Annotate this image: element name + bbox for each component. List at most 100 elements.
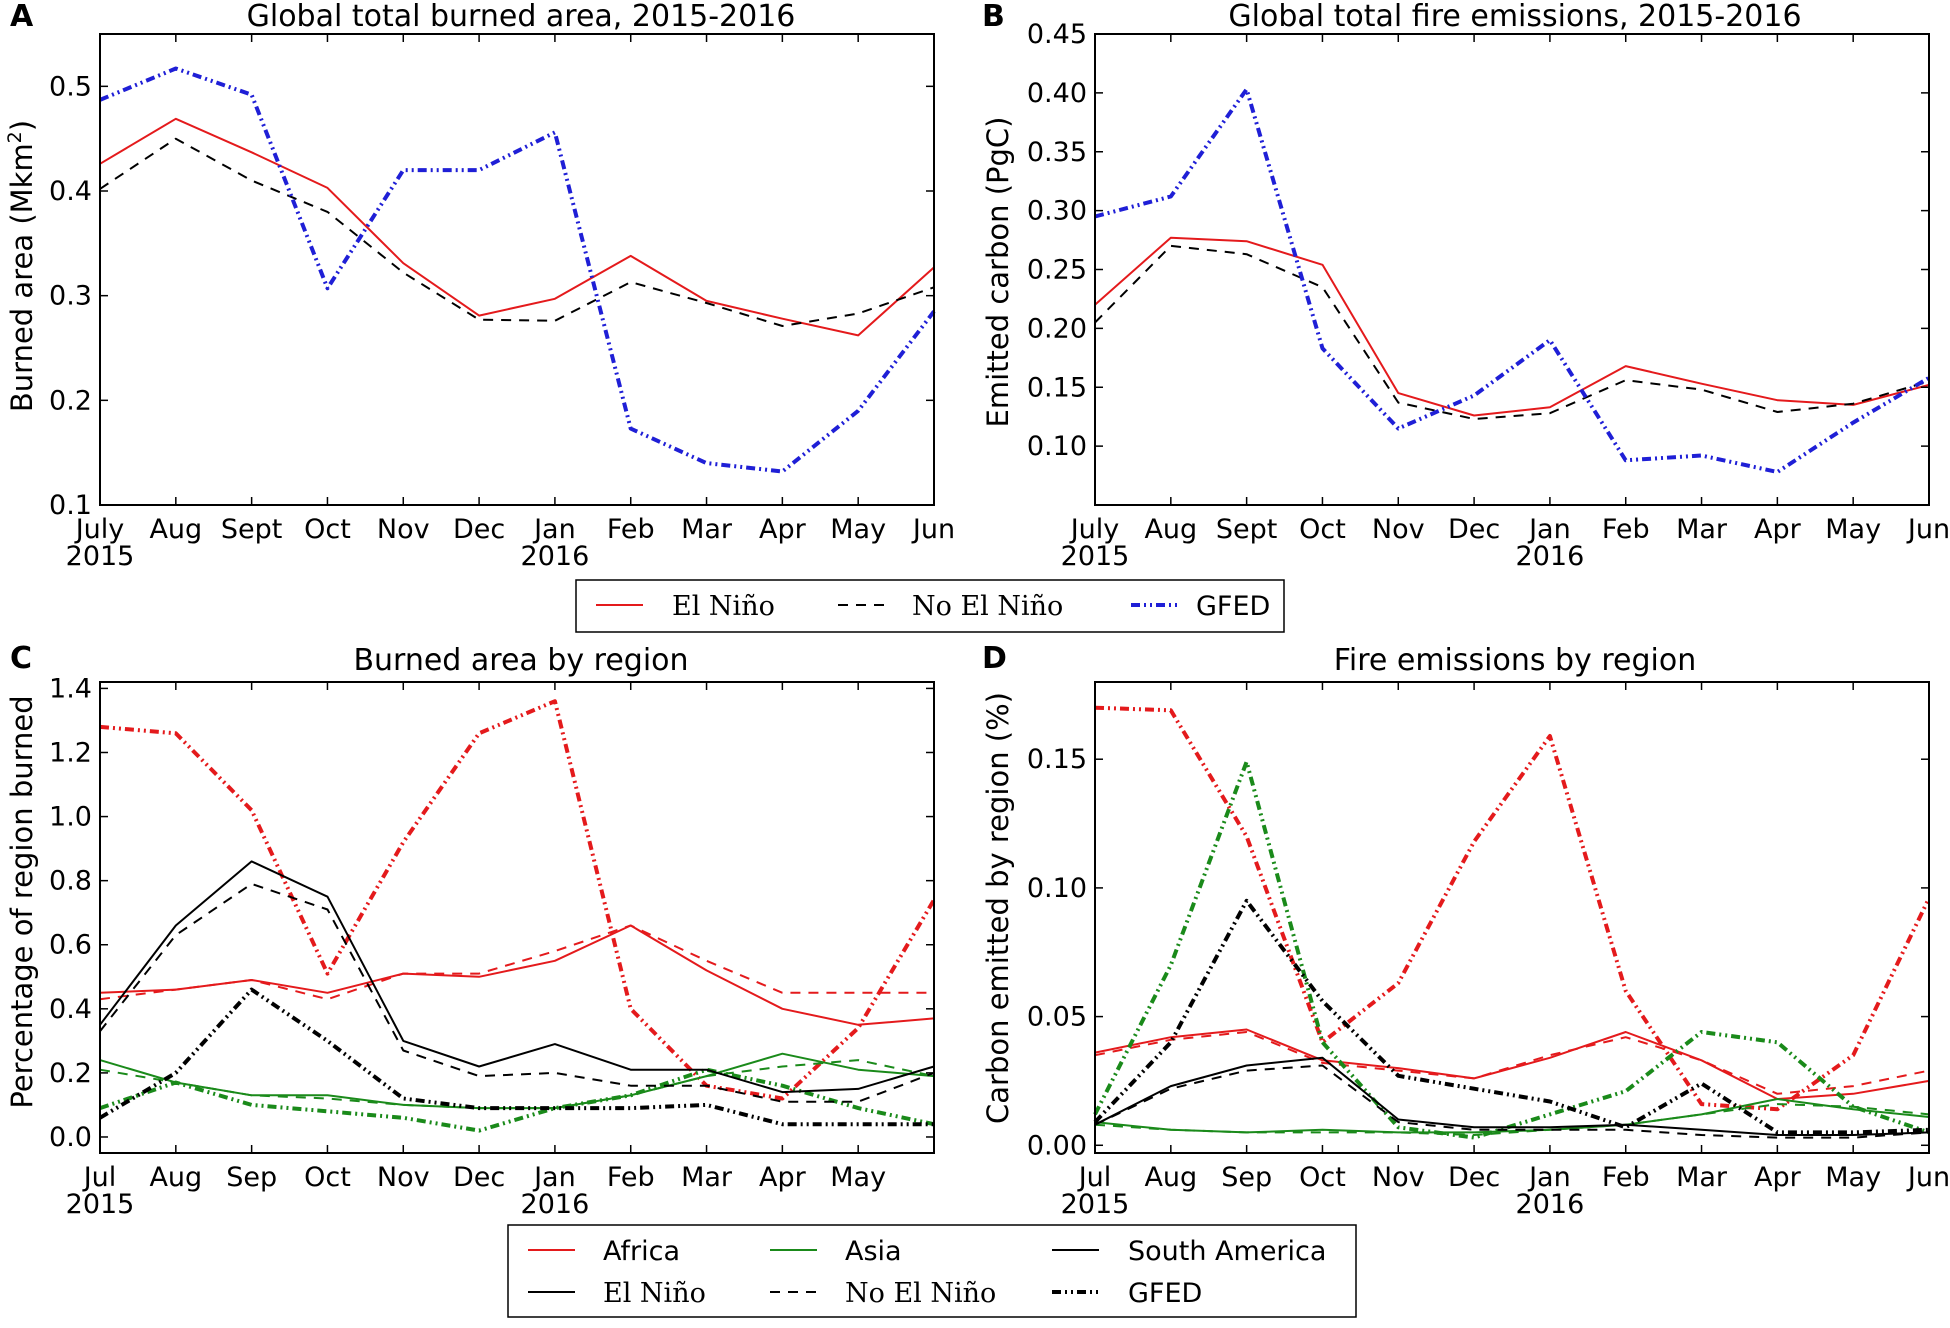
panel-b-title: Global total fire emissions, 2015-2016 xyxy=(1228,0,1801,34)
panel-letter-a: A xyxy=(10,0,34,34)
panel-a-title: Global total burned area, 2015-2016 xyxy=(247,0,796,34)
panel-a-xtick-label: Aug xyxy=(149,514,202,545)
panel-a-xtick-label: Sept xyxy=(221,514,282,545)
legend-south-america-label: South America xyxy=(1128,1236,1326,1267)
panel-d-xtick-label: Sep xyxy=(1221,1162,1272,1193)
panel-c-ytick-label: 0.8 xyxy=(49,866,92,897)
panel-a-xtick-label: Apr xyxy=(759,514,807,545)
panel-a-ytick-label: 0.5 xyxy=(49,71,92,102)
top-legend: El Niño No El Niño GFED xyxy=(575,579,1285,633)
panel-a-xtick-label: Dec xyxy=(453,514,505,545)
panel-c-xtick-label: May xyxy=(830,1162,886,1193)
panel-a-ytick-label: 0.4 xyxy=(49,176,92,207)
panel-b-xtick-label: Nov xyxy=(1372,514,1425,545)
panel-d-xtick-label: Nov xyxy=(1372,1162,1425,1193)
top-legend-box xyxy=(575,579,1285,633)
legend-gfed-label: GFED xyxy=(1196,591,1270,622)
panel-c-series-africa-no-el-nino xyxy=(99,924,934,1001)
panel-d-series-south-america-el-nino xyxy=(1094,1056,1930,1136)
panel-b-ytick-label: 0.45 xyxy=(1027,19,1087,50)
panel-d-xtick-label: Dec xyxy=(1448,1162,1500,1193)
panel-b-series-el-nino xyxy=(1094,236,1930,417)
panel-c-xtick-label: Mar xyxy=(681,1162,733,1193)
panel-b-xtick-label: May xyxy=(1825,514,1881,545)
panel-a-series-no-el-nino xyxy=(99,137,935,327)
panel-a-chart: Global total burned area, 2015-2016 Burn… xyxy=(4,0,955,572)
panel-c-series-africa-gfed xyxy=(99,699,936,1101)
panel-b-series-no-el-nino xyxy=(1094,244,1930,420)
panel-letter-d: D xyxy=(982,641,1007,676)
panel-d-series-africa-gfed xyxy=(1094,705,1931,1112)
panel-d-chart: Fire emissions by region Carbon emitted … xyxy=(981,643,1950,1220)
panel-b-ytick-label: 0.30 xyxy=(1027,196,1087,227)
panel-d-series-asia-no-el-nino xyxy=(1094,1103,1930,1136)
bottom-legend: Africa Asia South America El Niño No El … xyxy=(507,1224,1357,1318)
panel-d-xtick-label: Jan 2016 xyxy=(1516,1162,1585,1220)
panel-c-xtick-label: Oct xyxy=(304,1162,351,1193)
panel-b-xtick-label: Oct xyxy=(1299,514,1346,545)
panel-c-ytick-label: 0.6 xyxy=(49,930,92,961)
panel-d-ytick-label: 0.10 xyxy=(1027,873,1087,904)
panel-d-frame xyxy=(1094,681,1930,1154)
legend-gfed-style-label: GFED xyxy=(1128,1278,1202,1309)
panel-c-ytick-label: 0.0 xyxy=(49,1122,92,1153)
panel-d-ytick-label: 0.00 xyxy=(1027,1130,1087,1161)
panel-a-xtick-label: Oct xyxy=(304,514,351,545)
panel-d-xtick-label: Apr xyxy=(1754,1162,1802,1193)
panel-d-xtick-label: May xyxy=(1825,1162,1881,1193)
legend-el-nino-label: El Niño xyxy=(672,591,775,622)
panel-c-xtick-label: Feb xyxy=(607,1162,655,1193)
panel-a-xtick-label: July 2015 xyxy=(66,514,135,572)
panel-d-xtick-label: Mar xyxy=(1676,1162,1728,1193)
panel-b-ytick-label: 0.40 xyxy=(1027,78,1087,109)
panel-d-xtick-label: Aug xyxy=(1144,1162,1197,1193)
panel-b-xtick-label: Aug xyxy=(1144,514,1197,545)
panel-b-ytick-label: 0.25 xyxy=(1027,255,1087,286)
panel-a-xtick-label: Nov xyxy=(377,514,430,545)
panel-c-chart: Burned area by region Percentage of regi… xyxy=(5,643,936,1220)
panel-c-xtick-label: Nov xyxy=(377,1162,430,1193)
panel-b-ytick-label: 0.15 xyxy=(1027,372,1087,403)
panel-a-ytick-label: 0.2 xyxy=(49,385,92,416)
panel-c-series-south-america-gfed xyxy=(98,987,934,1127)
panel-letter-b: B xyxy=(982,0,1005,34)
panel-b-xtick-label: Sept xyxy=(1216,514,1277,545)
panel-c-xtick-label: Aug xyxy=(149,1162,202,1193)
panel-d-xtick-label: Jul 2015 xyxy=(1061,1162,1130,1220)
panel-c-ylabel: Percentage of region burned xyxy=(5,695,39,1108)
panel-c-ytick-label: 0.2 xyxy=(49,1058,92,1089)
panel-b-ytick-label: 0.20 xyxy=(1027,313,1087,344)
panel-c-title: Burned area by region xyxy=(353,643,688,678)
panel-c-series-south-america-no-el-nino xyxy=(99,882,935,1103)
panel-c-ytick-label: 1.4 xyxy=(49,673,92,704)
panel-b-xtick-label: July 2015 xyxy=(1061,514,1130,572)
panel-a-series-gfed xyxy=(99,66,936,474)
panel-a-xtick-label: Jan 2016 xyxy=(521,514,590,572)
legend-africa-label: Africa xyxy=(603,1236,680,1267)
panel-a-ytick-label: 0.3 xyxy=(49,281,92,312)
panel-d-series-asia-el-nino xyxy=(1094,1098,1930,1134)
panel-d-xtick-label: Feb xyxy=(1602,1162,1650,1193)
panel-d-series-asia-gfed xyxy=(1093,759,1930,1140)
panel-a-ytick-label: 0.1 xyxy=(49,490,92,521)
panel-a-xtick-label: Jun xyxy=(911,514,955,545)
panel-b-xtick-label: Dec xyxy=(1448,514,1500,545)
panel-c-ytick-label: 1.0 xyxy=(49,802,92,833)
panel-c-series-africa-el-nino xyxy=(99,924,935,1026)
panel-a-frame xyxy=(99,33,935,506)
panel-b-ylabel: Emitted carbon (PgC) xyxy=(981,117,1015,428)
bottom-legend-box xyxy=(507,1224,1357,1318)
panel-a-xtick-label: May xyxy=(830,514,886,545)
panel-d-title: Fire emissions by region xyxy=(1334,643,1696,678)
panel-b-ytick-label: 0.35 xyxy=(1027,137,1087,168)
panel-d-ylabel: Carbon emitted by region (%) xyxy=(981,692,1015,1124)
panel-b-xtick-label: Apr xyxy=(1754,514,1802,545)
panel-b-chart: Global total fire emissions, 2015-2016 E… xyxy=(981,0,1950,572)
panel-c-series-asia-gfed xyxy=(99,1067,935,1133)
panel-d-ytick-label: 0.05 xyxy=(1027,1002,1087,1033)
panel-a-ylabel: Burned area (Mkm2) xyxy=(4,120,39,412)
legend-no-el-nino-label: No El Niño xyxy=(912,591,1063,622)
panel-c-xtick-label: Jan 2016 xyxy=(521,1162,590,1220)
panel-d-series-africa-el-nino xyxy=(1094,1028,1930,1100)
